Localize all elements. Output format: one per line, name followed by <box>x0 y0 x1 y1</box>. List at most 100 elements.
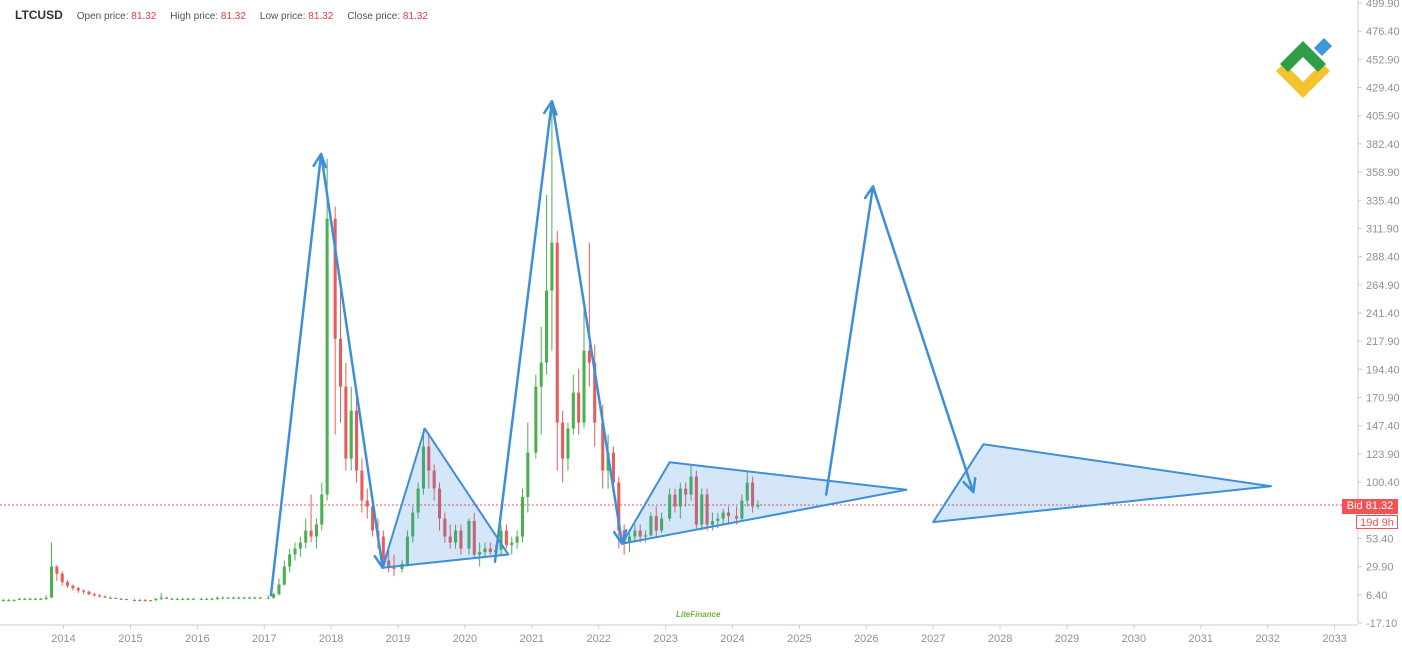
candle-body <box>119 598 123 600</box>
candle-body <box>756 504 760 507</box>
candle-body <box>700 494 704 525</box>
candle-body <box>649 516 653 536</box>
x-tick-label: 2019 <box>386 633 410 645</box>
candle-body <box>587 350 591 363</box>
candle-body <box>726 512 731 517</box>
candle-body <box>355 410 359 471</box>
x-tick-label: 2026 <box>854 633 878 645</box>
candle-body <box>82 590 86 592</box>
litefinance-watermark: LiteFinance <box>676 610 721 619</box>
candle-body <box>365 500 369 507</box>
candle-body <box>405 536 409 565</box>
y-tick-label: 358.90 <box>1366 167 1400 179</box>
candle-body <box>617 482 621 531</box>
open-price-label: Open price: <box>76 11 129 22</box>
candle-body <box>7 600 11 602</box>
candle-body <box>338 338 343 387</box>
candle-body <box>689 476 693 495</box>
litefinance-logo-icon <box>1276 38 1332 98</box>
arrow-head-icon <box>962 477 977 494</box>
high-price: High price: 81.32 <box>170 11 246 22</box>
candle-body <box>734 516 739 519</box>
candle-body <box>277 584 281 595</box>
candle-body <box>678 488 682 507</box>
candle-body <box>510 542 514 545</box>
candle-body <box>23 598 27 600</box>
bid-price-tag: Bid 81.32 <box>1342 499 1398 514</box>
candle-body <box>644 535 648 537</box>
candle-body <box>454 530 458 543</box>
candle-body <box>33 598 37 600</box>
y-tick-label: 194.40 <box>1366 364 1400 376</box>
candle-body <box>611 452 615 483</box>
x-tick-label: 2032 <box>1255 633 1279 645</box>
candle-body <box>387 560 391 567</box>
candle-body <box>411 512 415 537</box>
candle-body <box>555 242 559 423</box>
candle-body <box>199 598 203 600</box>
x-tick-label: 2033 <box>1322 633 1346 645</box>
candle-body <box>181 598 185 600</box>
bar-countdown-tag: 19d 9h <box>1356 515 1398 529</box>
x-tick-label: 2030 <box>1122 633 1146 645</box>
candle-body <box>371 506 375 531</box>
candle-body <box>437 488 442 519</box>
close-price-value: 81.32 <box>402 11 428 22</box>
candle-body <box>472 520 476 555</box>
candle-body <box>154 598 158 601</box>
candle-body <box>114 597 118 599</box>
candle-body <box>165 597 169 599</box>
candle-body <box>170 598 174 600</box>
candle-body <box>66 582 70 586</box>
candle-body <box>333 218 337 339</box>
y-tick-label: 335.40 <box>1366 195 1400 207</box>
candle-body <box>55 566 59 574</box>
candle-body <box>601 422 605 471</box>
y-tick-label: 29.90 <box>1366 562 1394 574</box>
y-tick-label: 429.40 <box>1366 83 1400 95</box>
candle-body <box>215 597 219 599</box>
y-tick-label: 147.40 <box>1366 421 1400 433</box>
candle-body <box>740 500 744 519</box>
x-tick-label: 2017 <box>252 633 276 645</box>
candle-body <box>710 520 714 525</box>
y-tick-label: 405.90 <box>1366 111 1400 123</box>
y-tick-label: 311.90 <box>1366 223 1399 235</box>
candle-body <box>148 600 153 602</box>
y-tick-label: 241.40 <box>1366 308 1400 320</box>
close-price-label: Close price: <box>347 11 401 22</box>
close-price: Close price: 81.32 <box>347 11 428 22</box>
y-tick-label: 476.40 <box>1366 26 1400 38</box>
x-tick-label: 2027 <box>921 633 945 645</box>
chart-header: LTCUSD Open price: 81.32 High price: 81.… <box>15 8 428 22</box>
x-tick-label: 2022 <box>586 633 610 645</box>
candle-body <box>60 573 64 583</box>
candle-body <box>309 530 313 537</box>
candle-body <box>504 530 508 545</box>
candle-body <box>344 386 348 459</box>
triangle-pattern <box>621 461 908 545</box>
arrow-path <box>824 185 975 496</box>
candle-body <box>545 290 549 363</box>
open-price-value: 81.32 <box>131 11 157 22</box>
candle-body <box>221 597 225 599</box>
price-axis: -17.106.4029.9053.4076.90100.40123.90147… <box>1358 0 1400 630</box>
high-price-value: 81.32 <box>220 11 246 22</box>
arrow-head-icon <box>543 99 558 116</box>
candle-body <box>92 594 96 596</box>
candle-body <box>593 362 597 423</box>
arrow-head-icon <box>312 152 327 169</box>
candle-body <box>282 566 286 585</box>
candle-body <box>175 598 179 600</box>
candle-body <box>571 392 575 429</box>
candle-body <box>87 591 91 595</box>
x-tick-label: 2021 <box>520 633 544 645</box>
y-tick-label: -17.10 <box>1366 618 1397 630</box>
x-tick-label: 2015 <box>118 633 142 645</box>
candle-body <box>577 392 581 423</box>
candle-body <box>448 536 452 543</box>
candle-body <box>210 598 214 600</box>
y-tick-label: 499.90 <box>1366 0 1400 10</box>
triangle-pattern <box>932 443 1272 524</box>
